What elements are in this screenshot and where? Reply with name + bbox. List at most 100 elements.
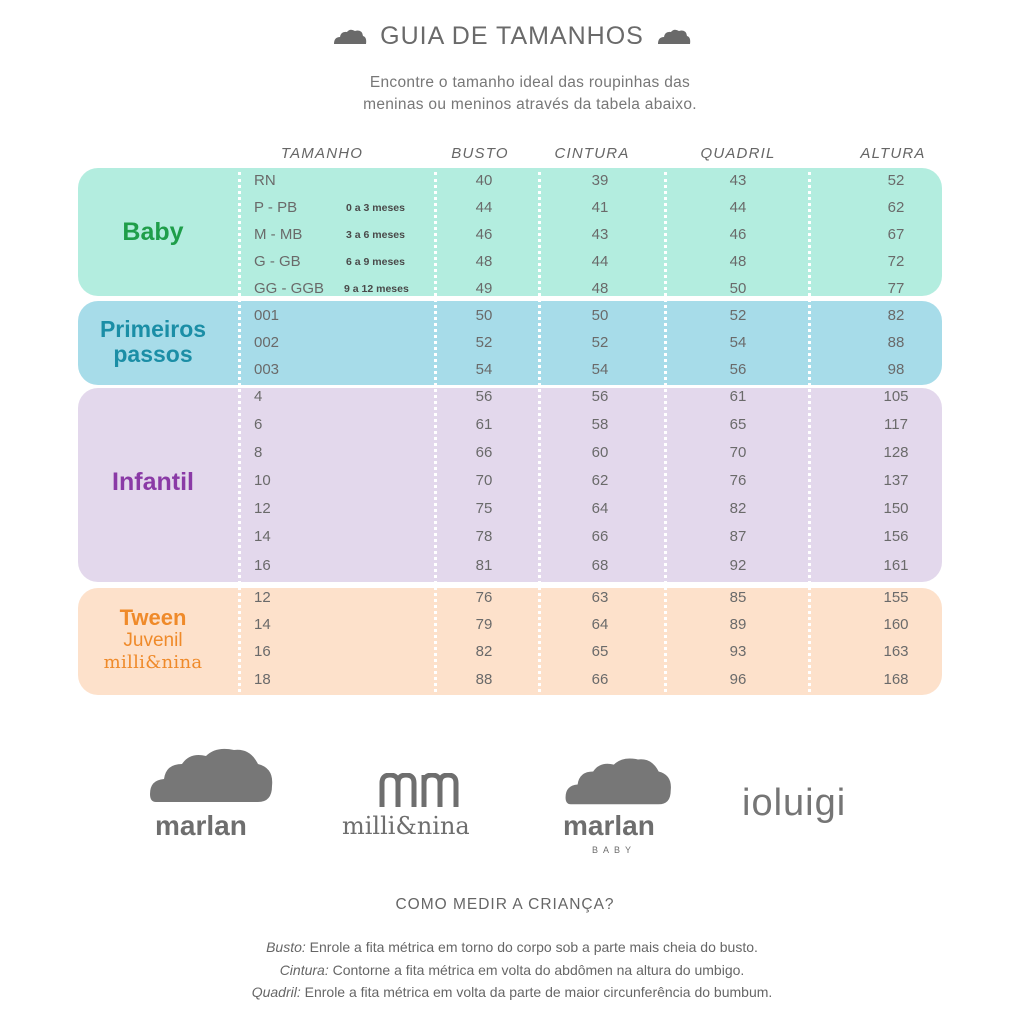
cintura-cell: 65 — [591, 643, 609, 660]
cintura-cell: 44 — [591, 253, 609, 270]
group-label-line: passos — [113, 341, 193, 367]
cloud-icon — [658, 29, 691, 44]
busto-cell: 40 — [475, 172, 493, 189]
column-divider — [808, 172, 811, 692]
altura-cell: 128 — [883, 444, 909, 461]
howto-quadril: Quadril: Enrole a fita métrica em volta … — [0, 984, 1024, 1000]
altura-cell: 77 — [887, 280, 905, 297]
group-label-infantil: Infantil — [112, 468, 194, 496]
altura-cell: 62 — [887, 199, 905, 216]
busto-cell: 70 — [475, 472, 493, 489]
size-cell: 6 — [254, 416, 263, 433]
altura-cell: 88 — [887, 334, 905, 351]
busto-cell: 81 — [475, 557, 493, 574]
cintura-cell: 66 — [591, 528, 609, 545]
size-cell: 16 — [254, 557, 271, 574]
quadril-cell: 92 — [729, 557, 747, 574]
quadril-cell: 44 — [729, 199, 747, 216]
size-cell: 14 — [254, 528, 271, 545]
group-infantil-band — [78, 388, 942, 582]
millinina-logo: milli&nina — [342, 812, 470, 840]
cintura-cell: 60 — [591, 444, 609, 461]
cintura-cell: 54 — [591, 361, 609, 378]
header: GUIA DE TAMANHOS — [0, 22, 1024, 51]
subtitle: Encontre o tamanho ideal das roupinhas d… — [0, 72, 1024, 116]
marlan-logo: marlan — [155, 810, 247, 841]
group-tween-band — [78, 588, 942, 695]
cloud-icon — [333, 29, 366, 44]
altura-cell: 117 — [884, 416, 908, 433]
age-cell: 6 a 9 meses — [346, 256, 405, 268]
altura-cell: 160 — [883, 616, 909, 633]
altura-cell: 163 — [883, 643, 909, 660]
size-cell: 10 — [254, 472, 271, 489]
howto-text: Enrole a fita métrica em volta da parte … — [300, 984, 773, 1000]
busto-cell: 44 — [475, 199, 493, 216]
busto-cell: 46 — [475, 226, 493, 243]
busto-cell: 54 — [475, 361, 493, 378]
howto-busto: Busto: Enrole a fita métrica em torno do… — [0, 939, 1024, 955]
size-cell: 8 — [254, 444, 263, 461]
busto-cell: 52 — [475, 334, 493, 351]
altura-cell: 156 — [883, 528, 909, 545]
size-cell: 4 — [254, 388, 263, 405]
age-cell: 9 a 12 meses — [344, 283, 409, 295]
cintura-cell: 64 — [591, 500, 609, 517]
size-cell: 12 — [254, 589, 271, 606]
size-cell: M - MB — [254, 226, 303, 243]
column-header-cintura: CINTURA — [554, 145, 630, 162]
cintura-cell: 39 — [591, 172, 609, 189]
marlan-baby-cloud-logo — [565, 758, 671, 805]
marlan-baby-sublabel: BABY — [592, 845, 637, 855]
ioluigi-logo: ioluigi — [742, 782, 847, 824]
millinina-monogram-logo — [379, 773, 459, 807]
quadril-cell: 56 — [729, 361, 747, 378]
cintura-cell: 63 — [591, 589, 609, 606]
quadril-cell: 46 — [729, 226, 747, 243]
size-cell: 003 — [254, 361, 280, 378]
size-cell: 16 — [254, 643, 271, 660]
age-cell: 0 a 3 meses — [346, 202, 405, 214]
howto-text: Enrole a fita métrica em torno do corpo … — [305, 939, 758, 955]
busto-cell: 76 — [475, 589, 493, 606]
busto-cell: 48 — [475, 253, 493, 270]
cintura-cell: 66 — [591, 671, 609, 688]
busto-cell: 75 — [475, 500, 493, 517]
howto-term: Busto: — [266, 939, 306, 955]
column-divider — [664, 172, 667, 692]
column-header-quadril: QUADRIL — [700, 145, 776, 162]
busto-cell: 56 — [475, 388, 493, 405]
size-cell: P - PB — [254, 199, 298, 216]
column-divider — [434, 172, 437, 692]
size-cell: 18 — [254, 671, 271, 688]
age-cell: 3 a 6 meses — [346, 229, 405, 241]
quadril-cell: 85 — [729, 589, 747, 606]
howto-heading: COMO MEDIR A CRIANÇA? — [395, 896, 615, 913]
altura-cell: 98 — [887, 361, 905, 378]
subtitle-line: meninas ou meninos através da tabela aba… — [363, 96, 697, 113]
group-label-line: Juvenil — [123, 630, 183, 651]
altura-cell: 82 — [887, 307, 905, 324]
cintura-cell: 41 — [591, 199, 609, 216]
quadril-cell: 93 — [729, 643, 747, 660]
busto-cell: 78 — [475, 528, 493, 545]
busto-cell: 82 — [475, 643, 493, 660]
group-label-tween: Tween Juvenil milli&nina — [78, 606, 228, 674]
column-header-altura: ALTURA — [860, 145, 926, 162]
group-label-line: Primeiros — [99, 316, 207, 342]
cintura-cell: 56 — [591, 388, 609, 405]
column-divider — [538, 172, 541, 692]
quadril-cell: 50 — [729, 280, 747, 297]
busto-cell: 61 — [475, 416, 493, 433]
altura-cell: 72 — [887, 253, 905, 270]
cintura-cell: 43 — [591, 226, 609, 243]
group-baby-band — [78, 168, 942, 296]
size-cell: 12 — [254, 500, 271, 517]
quadril-cell: 70 — [729, 444, 747, 461]
altura-cell: 105 — [883, 388, 909, 405]
quadril-cell: 96 — [729, 671, 747, 688]
quadril-cell: 87 — [729, 528, 747, 545]
quadril-cell: 61 — [729, 388, 747, 405]
quadril-cell: 48 — [729, 253, 747, 270]
subtitle-line: Encontre o tamanho ideal das roupinhas d… — [369, 74, 691, 91]
